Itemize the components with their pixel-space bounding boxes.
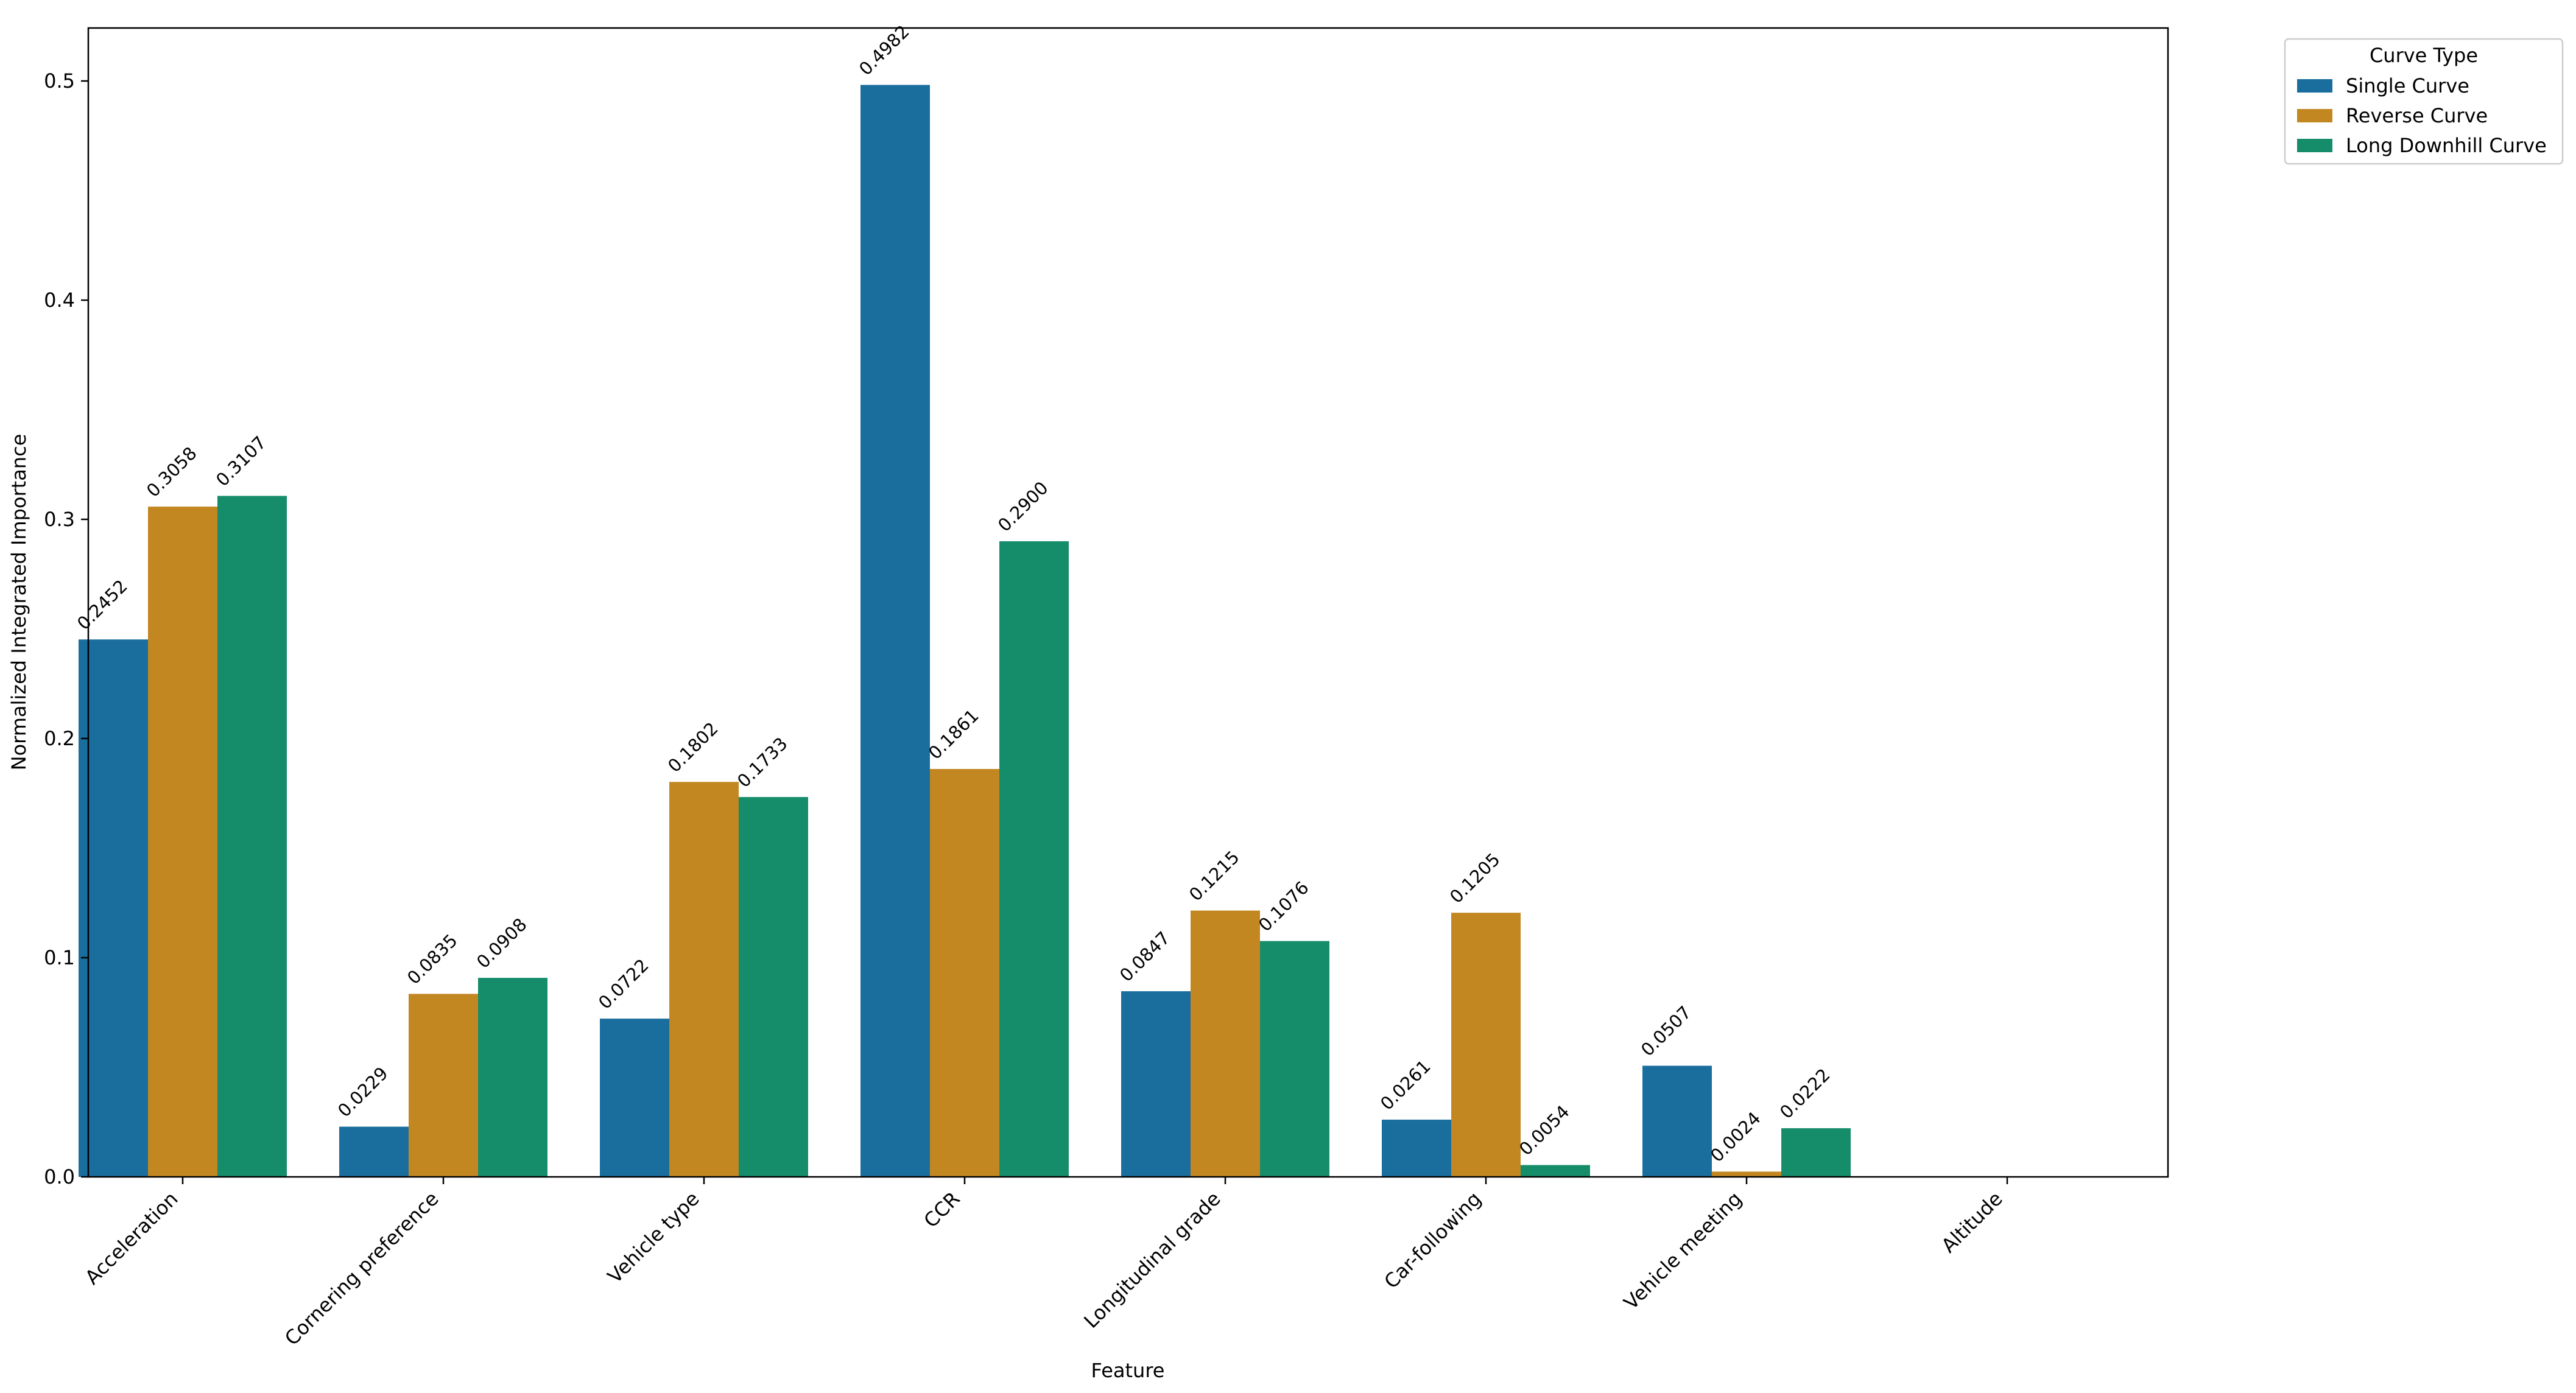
data-label: 0.1861: [924, 705, 983, 763]
bar: [1260, 941, 1329, 1177]
data-label: 0.0054: [1515, 1101, 1574, 1160]
data-label: 0.3058: [143, 443, 201, 501]
data-label: 0.0024: [1706, 1108, 1765, 1167]
data-label: 0.0847: [1116, 927, 1174, 986]
y-tick-label: 0.0: [44, 1165, 75, 1188]
data-label: 0.0507: [1637, 1002, 1695, 1061]
bar: [600, 1019, 669, 1177]
bar: [999, 541, 1069, 1177]
legend-label: Reverse Curve: [2346, 104, 2488, 127]
bar: [669, 782, 739, 1177]
y-tick-label: 0.2: [44, 727, 75, 750]
bar: [930, 769, 999, 1177]
data-label: 0.0261: [1376, 1056, 1435, 1114]
bar: [1121, 991, 1191, 1177]
y-tick-label: 0.5: [44, 69, 75, 93]
data-label: 0.0908: [473, 914, 531, 972]
data-label: 0.0229: [334, 1063, 392, 1121]
data-label: 0.0722: [594, 955, 653, 1013]
y-axis: 0.0 0.1 0.2 0.3 0.4 0.5: [44, 69, 88, 1188]
bar: [1191, 910, 1260, 1177]
data-label: 0.2900: [994, 477, 1052, 536]
bars-layer: [79, 85, 1851, 1177]
data-label: 0.0835: [403, 930, 462, 989]
data-label: 0.3107: [212, 432, 270, 491]
bar: [1382, 1120, 1451, 1177]
bar: [1521, 1165, 1590, 1177]
x-tick-label: Cornering preference: [280, 1187, 443, 1350]
bar: [409, 994, 478, 1177]
data-label: 0.0222: [1776, 1064, 1834, 1123]
legend-frame: [2284, 38, 2564, 165]
legend-label: Single Curve: [2346, 74, 2469, 97]
legend-items: Single Curve Reverse Curve Long Downhill C…: [2297, 74, 2547, 157]
bar: [217, 496, 287, 1177]
x-tick-label: Vehicle meeting: [1619, 1187, 1747, 1314]
data-label: 0.2452: [73, 575, 132, 634]
bar: [478, 978, 547, 1177]
data-label: 0.1733: [733, 733, 792, 791]
y-tick-label: 0.3: [44, 508, 75, 531]
x-tick-label: CCR: [919, 1187, 964, 1232]
bar: [1781, 1128, 1851, 1177]
bar: [1451, 913, 1521, 1177]
x-tick-label: Vehicle type: [603, 1187, 704, 1288]
x-tick-label: Altitude: [1937, 1187, 2007, 1257]
bar: [1712, 1171, 1781, 1177]
data-label: 0.1802: [664, 718, 722, 776]
bar: [860, 85, 930, 1177]
bar: [1642, 1065, 1712, 1177]
y-tick-label: 0.4: [44, 289, 75, 312]
x-axis-title: Feature: [1091, 1359, 1165, 1382]
legend-label: Long Downhill Curve: [2346, 134, 2547, 157]
x-tick-label: Car-following: [1379, 1187, 1485, 1293]
plot-frame: [87, 27, 2169, 1178]
bar: [79, 639, 148, 1177]
x-axis: Acceleration Cornering preference Vehicle …: [80, 1177, 2008, 1350]
x-tick-label: Acceleration: [80, 1187, 182, 1289]
bar: [339, 1126, 409, 1177]
data-label: 0.1205: [1446, 849, 1504, 907]
legend-title: Curve Type: [2370, 44, 2478, 67]
data-label: 0.4982: [855, 21, 913, 80]
legend-swatch: [2297, 109, 2332, 122]
legend: Curve Type Single Curve Reverse Curve Long…: [2284, 38, 2564, 165]
data-label: 0.1076: [1255, 877, 1313, 936]
data-label: 0.1215: [1185, 847, 1244, 905]
y-axis-title: Normalized Integrated Importance: [7, 434, 30, 771]
bar: [739, 797, 808, 1177]
legend-swatch: [2297, 139, 2332, 152]
y-tick-label: 0.1: [44, 946, 75, 969]
x-tick-label: Longitudinal grade: [1079, 1187, 1225, 1333]
legend-swatch: [2297, 79, 2332, 93]
bar: [148, 507, 217, 1177]
